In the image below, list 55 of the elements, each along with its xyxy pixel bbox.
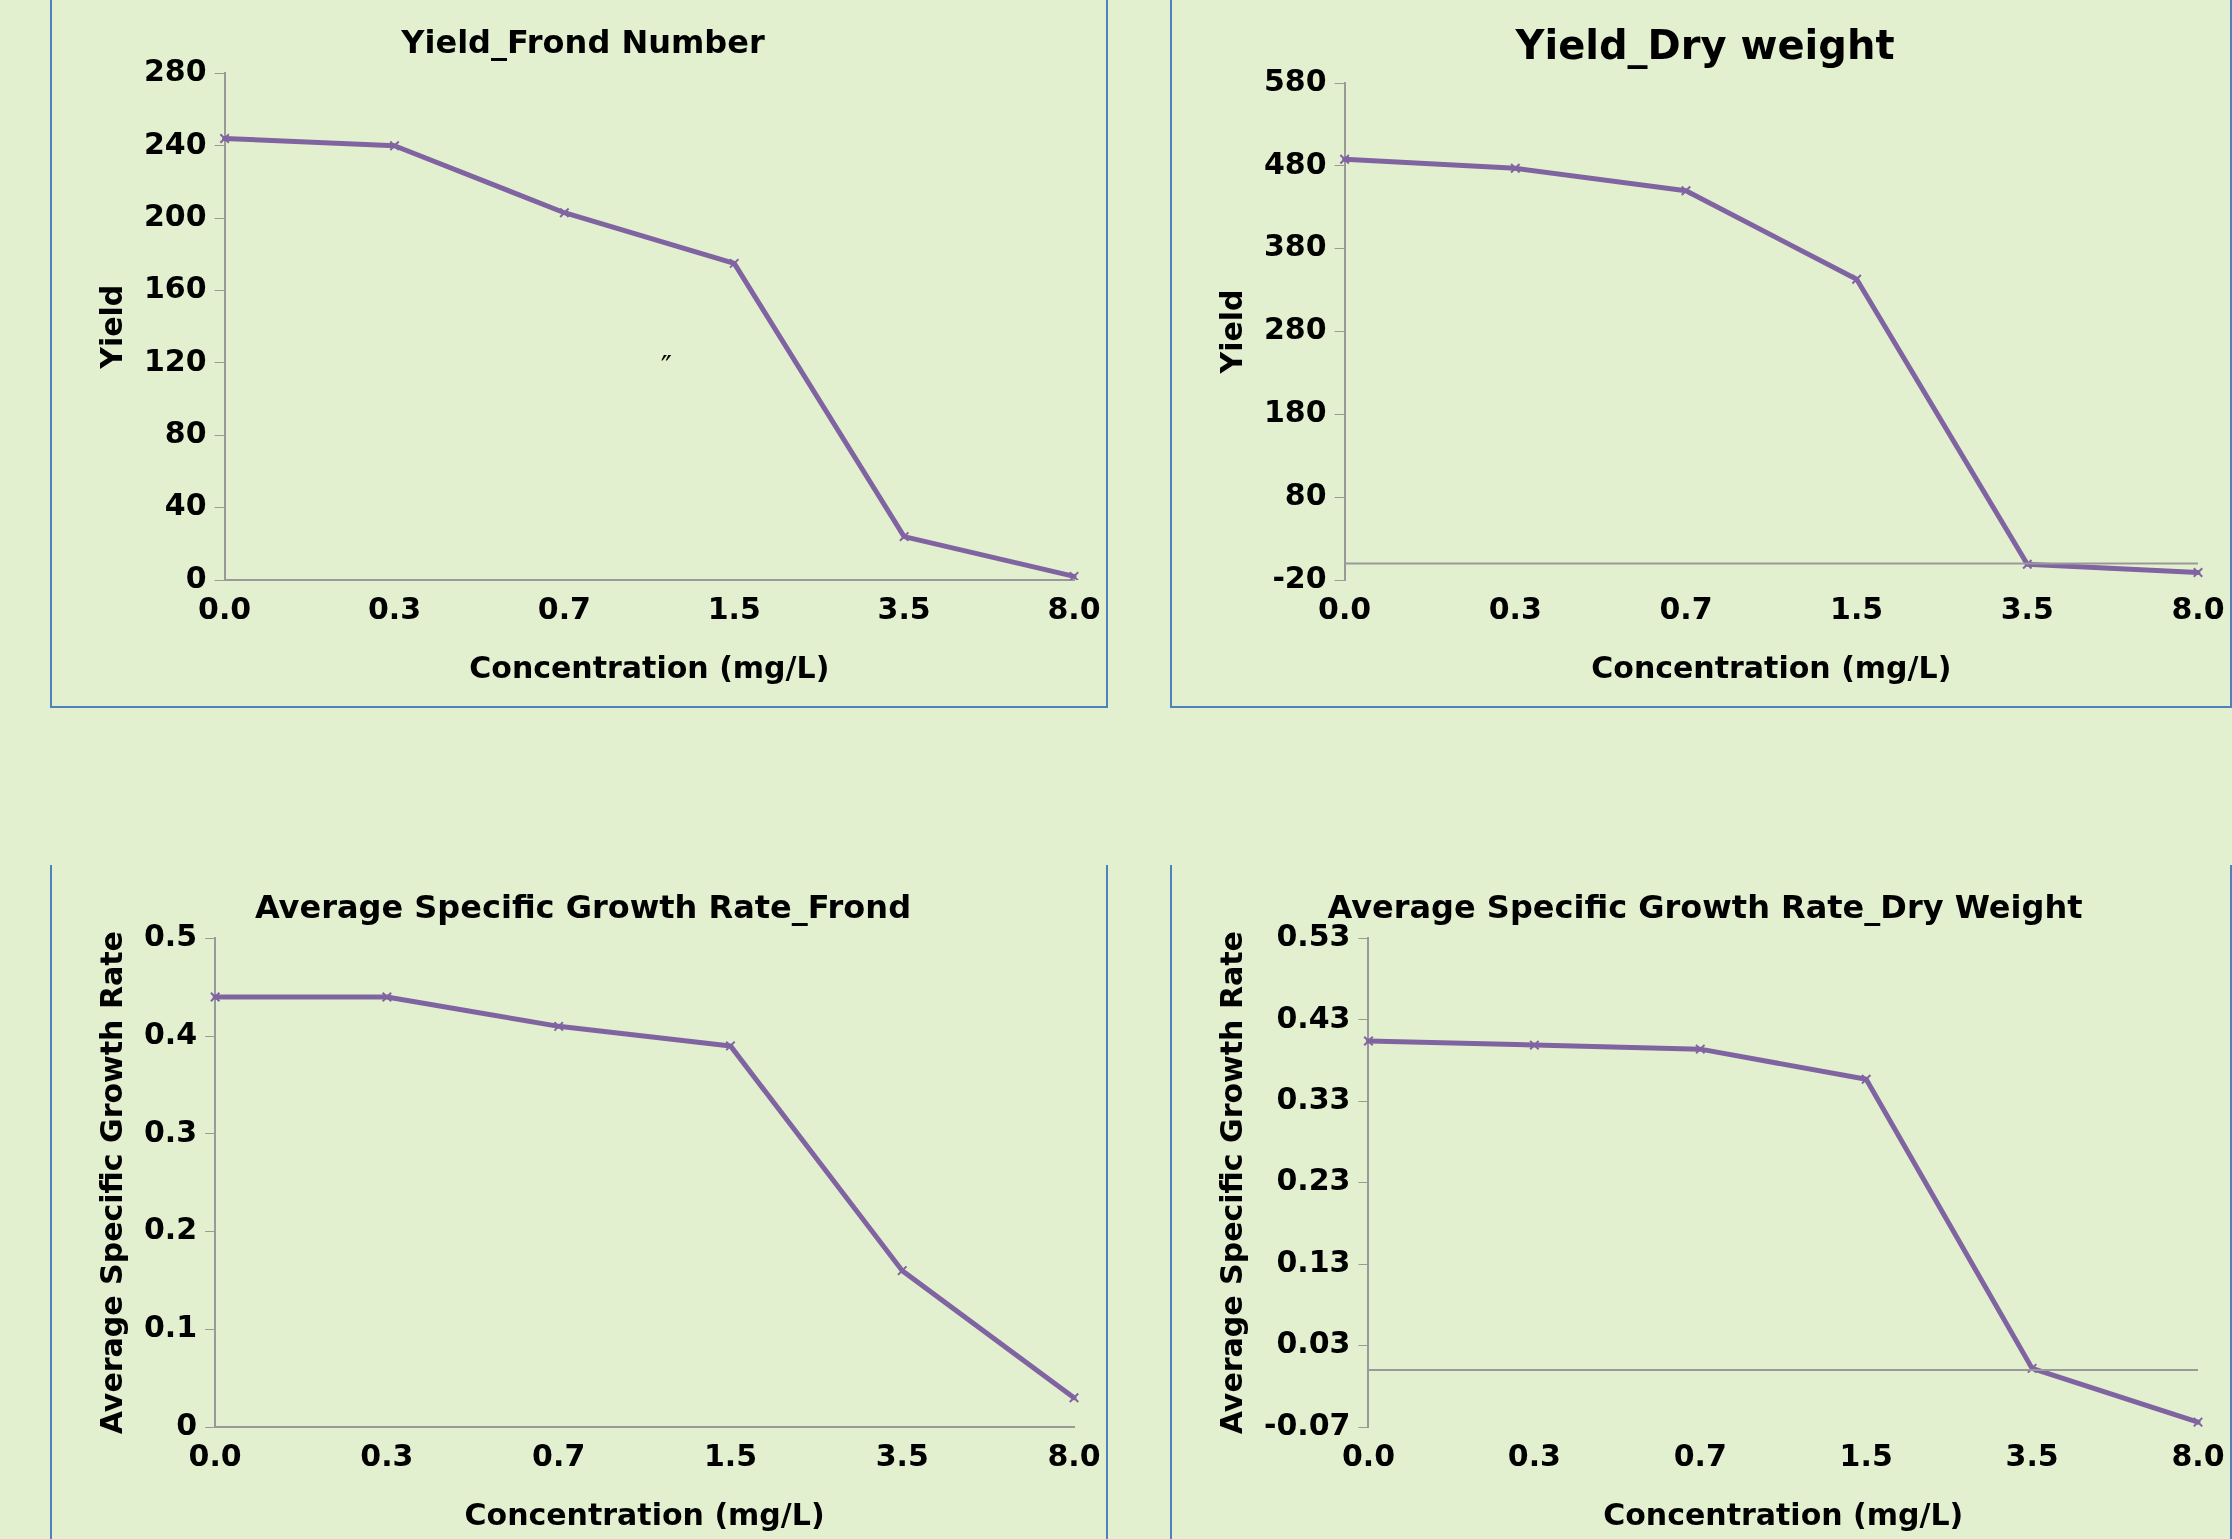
y-tick-label: 0.2 [143, 1211, 198, 1247]
y-tick-label: 0.23 [1276, 1162, 1351, 1198]
x-tick-label: 0.3 [360, 1437, 414, 1473]
y-tick-label: 0.1 [143, 1309, 198, 1345]
x-tick-label: 3.5 [875, 1437, 929, 1473]
y-tick-label: 160 [144, 270, 207, 306]
y-tick-label: 280 [1264, 311, 1327, 347]
y-axis-title: Average Specific Growth Rate [1213, 931, 1249, 1435]
x-tick-label: 1.5 [1830, 590, 1884, 626]
x-axis-title: Concentration (mg/L) [469, 649, 830, 685]
x-axis-title: Concentration (mg/L) [1603, 1496, 1964, 1532]
y-axis-title: Average Specific Growth Rate [93, 931, 129, 1435]
x-axis-title: Concentration (mg/L) [1591, 649, 1952, 685]
y-tick-label: 40 [164, 487, 207, 523]
x-tick-label: 0.7 [1659, 590, 1713, 626]
x-tick-label: 0.7 [537, 590, 591, 626]
chart-title: Yield_Dry weight [1514, 22, 1895, 70]
x-tick-label: 8.0 [2171, 590, 2225, 626]
y-tick-label: 0.03 [1276, 1325, 1351, 1361]
y-tick-label: 180 [1264, 394, 1327, 430]
x-tick-label: 8.0 [2171, 1437, 2225, 1473]
x-tick-label: 3.5 [2005, 1437, 2059, 1473]
y-tick-label: 80 [164, 415, 207, 451]
y-tick-label: 0.3 [143, 1113, 198, 1149]
y-tick-label: 80 [1284, 476, 1327, 512]
x-tick-label: 0.3 [367, 590, 422, 626]
x-tick-label: 0.7 [532, 1437, 586, 1473]
chart-title: Yield_Frond Number [400, 22, 765, 61]
y-tick-label: 0.4 [143, 1015, 198, 1051]
y-tick-label: 480 [1264, 145, 1327, 181]
y-tick-label: 380 [1264, 228, 1327, 264]
y-tick-label: 280 [144, 53, 207, 89]
x-tick-label: 1.5 [707, 590, 761, 626]
y-axis-title: Yield [1213, 289, 1249, 375]
y-tick-label: 240 [144, 125, 207, 161]
chart-title: Average Specific Growth Rate_Frond [254, 887, 912, 926]
x-axis-title: Concentration (mg/L) [464, 1496, 825, 1532]
y-axis-title: Yield [93, 284, 129, 370]
x-tick-label: 1.5 [1839, 1437, 1893, 1473]
y-tick-label: 580 [1264, 62, 1327, 98]
y-tick-label: 200 [144, 197, 207, 233]
x-tick-label: 0.3 [1507, 1437, 1561, 1473]
x-tick-label: 3.5 [2000, 590, 2054, 626]
y-tick-label: 0.43 [1276, 999, 1351, 1035]
x-tick-label: 3.5 [877, 590, 931, 626]
y-tick-label: 0.5 [143, 918, 198, 954]
x-tick-label: 8.0 [1047, 590, 1101, 626]
x-tick-label: 1.5 [703, 1437, 758, 1473]
annotation: ″ [660, 349, 672, 385]
y-tick-label: 120 [144, 342, 207, 378]
x-tick-label: 0.7 [1673, 1437, 1727, 1473]
x-tick-label: 0.3 [1488, 590, 1542, 626]
y-tick-label: 0.13 [1276, 1243, 1351, 1279]
y-tick-label: 0.33 [1276, 1081, 1351, 1117]
x-tick-label: 8.0 [1047, 1437, 1101, 1473]
